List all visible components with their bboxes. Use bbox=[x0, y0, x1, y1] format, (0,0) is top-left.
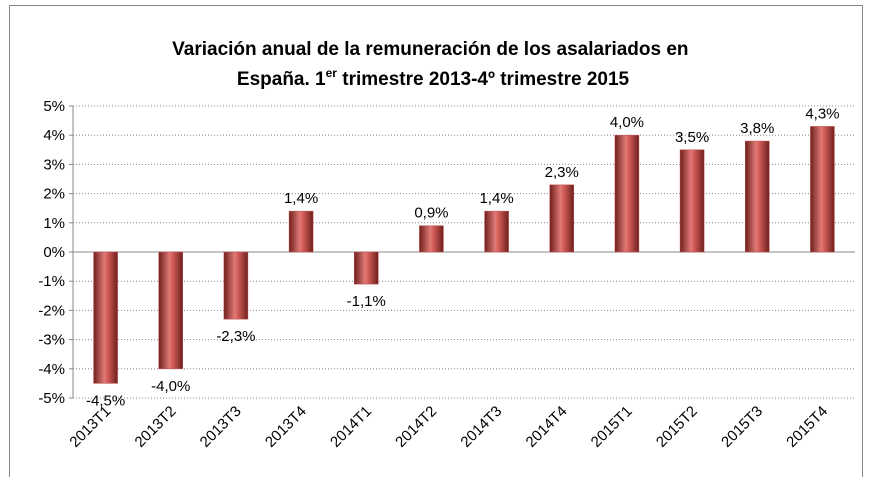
value-label: 2,3% bbox=[545, 164, 579, 181]
bar bbox=[679, 149, 705, 253]
title-line: España. 1 bbox=[237, 69, 326, 90]
bar bbox=[484, 210, 509, 253]
bar bbox=[745, 140, 770, 253]
title-line: Variación anual de la remuneración de lo… bbox=[172, 39, 688, 60]
value-label: 1,4% bbox=[284, 190, 318, 207]
y-tick-label: 0% bbox=[43, 244, 65, 261]
y-tick-label: 3% bbox=[43, 156, 65, 173]
value-label: 0,9% bbox=[414, 205, 448, 222]
bar bbox=[223, 251, 249, 320]
y-tick-label: -5% bbox=[38, 390, 65, 407]
value-label: 4,0% bbox=[610, 114, 644, 131]
chart-title: Variación anual de la remuneración de lo… bbox=[172, 39, 694, 90]
value-label: -4,0% bbox=[151, 378, 190, 395]
y-tick-label: -4% bbox=[38, 361, 65, 378]
bar bbox=[288, 210, 314, 253]
y-tick-label: -1% bbox=[38, 273, 65, 290]
bar bbox=[614, 134, 640, 253]
value-label: 3,5% bbox=[675, 129, 709, 146]
value-label: 4,3% bbox=[805, 105, 839, 122]
title-superscript: er bbox=[326, 66, 338, 80]
value-label: -2,3% bbox=[216, 328, 255, 345]
value-label: 3,8% bbox=[740, 120, 774, 137]
title-line: trimestre 2013-4º trimestre 2015 bbox=[337, 69, 630, 90]
value-label: -4,5% bbox=[86, 392, 125, 409]
bar bbox=[158, 251, 183, 370]
value-label: 1,4% bbox=[479, 190, 513, 207]
bar bbox=[810, 126, 835, 253]
bar bbox=[93, 251, 118, 384]
bar bbox=[549, 184, 574, 253]
y-tick-label: 5% bbox=[43, 98, 65, 115]
y-tick-label: 2% bbox=[43, 186, 65, 203]
value-label: -1,1% bbox=[347, 293, 386, 310]
y-tick-label: 4% bbox=[43, 127, 65, 144]
bar bbox=[419, 225, 444, 253]
bar bbox=[354, 251, 379, 285]
y-tick-label: -2% bbox=[38, 302, 65, 319]
y-tick-label: 1% bbox=[43, 215, 65, 232]
y-tick-label: -3% bbox=[38, 332, 65, 349]
